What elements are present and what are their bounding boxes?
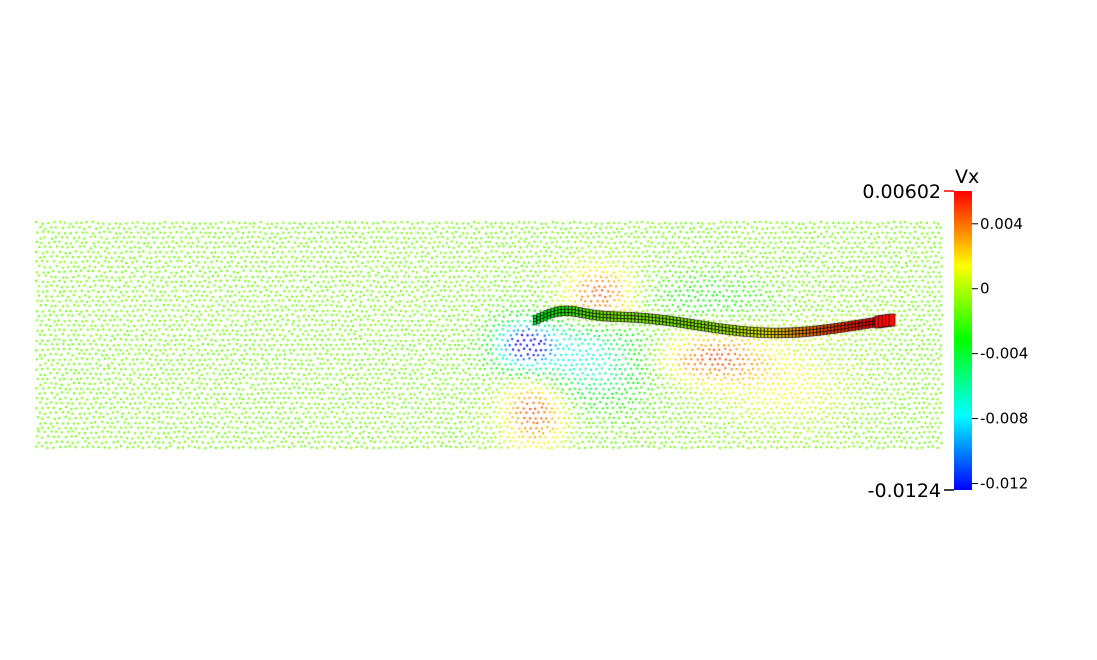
particle-field-plot <box>0 0 1097 660</box>
